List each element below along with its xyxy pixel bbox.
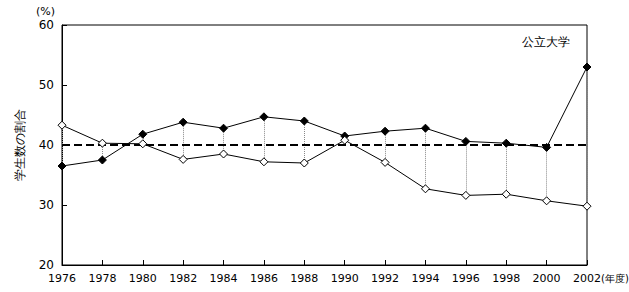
svg-text:公立大学: 公立大学	[522, 35, 570, 49]
svg-text:40: 40	[39, 138, 54, 152]
svg-text:1976: 1976	[48, 272, 76, 285]
svg-text:1986: 1986	[250, 272, 278, 285]
svg-text:1978: 1978	[88, 272, 116, 285]
svg-text:(年度): (年度)	[601, 273, 629, 284]
svg-text:1988: 1988	[290, 272, 318, 285]
svg-text:20: 20	[39, 258, 54, 272]
svg-text:1990: 1990	[331, 272, 359, 285]
svg-text:(%): (%)	[36, 5, 55, 18]
svg-text:学生数の割合: 学生数の割合	[13, 109, 27, 181]
svg-text:1982: 1982	[169, 272, 197, 285]
svg-text:1998: 1998	[492, 272, 520, 285]
svg-text:1996: 1996	[452, 272, 480, 285]
svg-text:2002: 2002	[573, 272, 601, 285]
svg-text:60: 60	[39, 18, 54, 32]
svg-text:1994: 1994	[411, 272, 439, 285]
svg-text:1992: 1992	[371, 272, 399, 285]
svg-text:1984: 1984	[210, 272, 238, 285]
svg-text:50: 50	[39, 78, 54, 92]
svg-text:1980: 1980	[129, 272, 157, 285]
svg-text:30: 30	[39, 198, 54, 212]
svg-text:2000: 2000	[533, 272, 561, 285]
